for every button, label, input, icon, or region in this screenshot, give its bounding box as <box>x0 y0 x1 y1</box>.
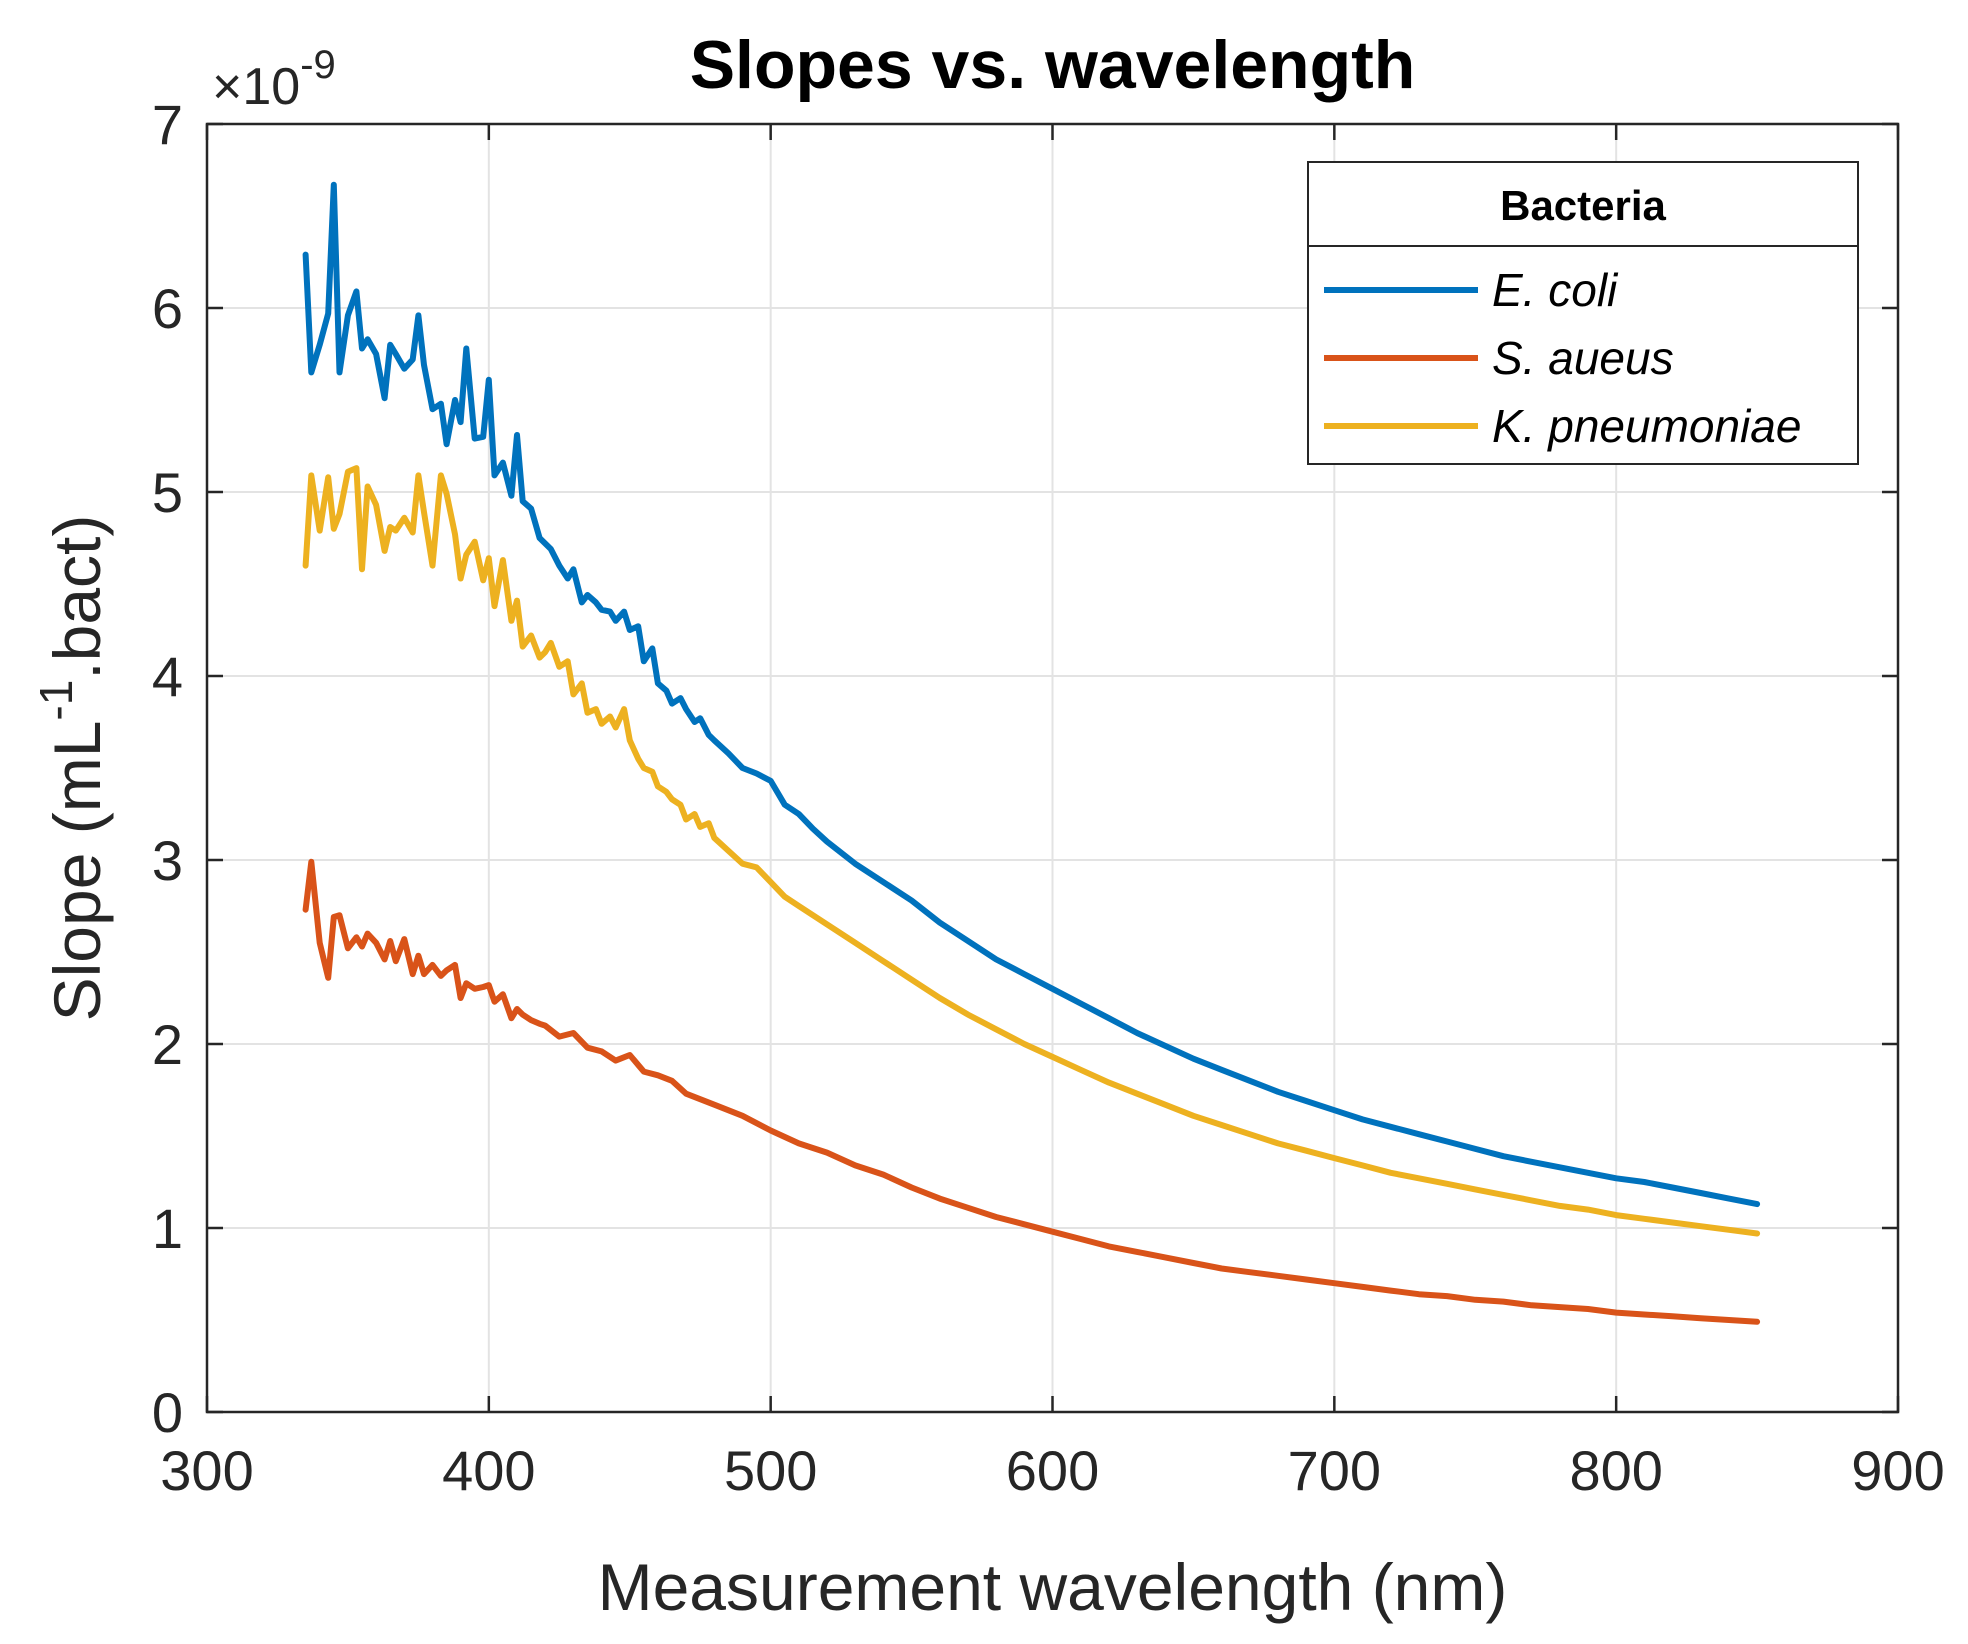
legend-entries: E. coli S. aueus K. pneumoniae <box>1324 264 1801 452</box>
x-tick-label: 800 <box>1569 1439 1662 1502</box>
y-tick-label: 4 <box>152 645 183 708</box>
series-line-k-pneumoniae <box>302 465 1761 1237</box>
series-line-e-coli <box>302 181 1761 1208</box>
x-axis-label: Measurement wavelength (nm) <box>598 1550 1508 1624</box>
exponent-power: -9 <box>300 43 336 87</box>
y-tick-label: 3 <box>152 829 183 892</box>
legend-label-k-pneumoniae: K. pneumoniae <box>1492 400 1801 452</box>
y-axis-label-main: Slope (mL <box>40 721 114 1022</box>
y-exponent-label: ×10-9 <box>212 43 336 116</box>
y-tick-label: 5 <box>152 461 183 524</box>
x-tick-label: 600 <box>1006 1439 1099 1502</box>
chart-title: Slopes vs. wavelength <box>690 27 1416 103</box>
y-tick-label: 7 <box>152 93 183 156</box>
legend: Bacteria E. coli S. aueus K. pneumoniae <box>1307 161 1859 465</box>
x-tick-label: 400 <box>442 1439 535 1502</box>
x-tick-label: 700 <box>1288 1439 1381 1502</box>
legend-title: Bacteria <box>1500 182 1666 229</box>
legend-label-s-aueus: S. aueus <box>1492 332 1674 384</box>
x-tick-label: 900 <box>1851 1439 1944 1502</box>
legend-box <box>1307 161 1859 465</box>
y-axis-label-superscript: -1 <box>30 680 82 721</box>
ticks: 300 400 500 600 700 800 900 0 1 2 3 4 5 6 7 <box>152 93 1945 1502</box>
y-axis-label: Slope (mL-1.bact) <box>30 515 114 1022</box>
y-axis-label-tail: .bact) <box>40 515 114 680</box>
y-tick-label: 6 <box>152 277 183 340</box>
series-layer <box>302 181 1761 1325</box>
exponent-base: ×10 <box>212 58 300 116</box>
y-tick-label: 2 <box>152 1013 183 1076</box>
series-line-s-aueus <box>302 858 1761 1325</box>
legend-label-e-coli: E. coli <box>1492 264 1619 316</box>
x-tick-label: 500 <box>724 1439 817 1502</box>
y-tick-label: 0 <box>152 1381 183 1444</box>
y-tick-label: 1 <box>152 1197 183 1260</box>
x-tick-label: 300 <box>160 1439 253 1502</box>
